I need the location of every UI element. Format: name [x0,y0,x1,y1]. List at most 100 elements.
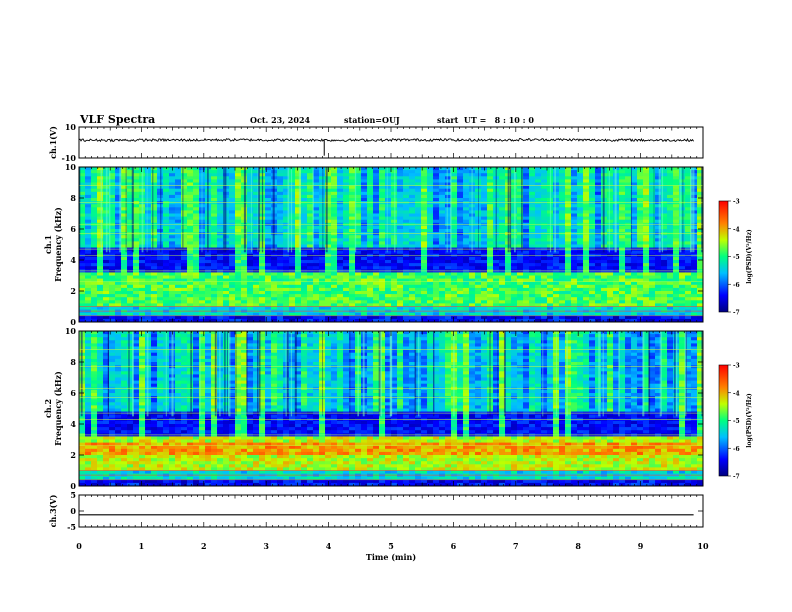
spectrogram-cell [79,291,86,295]
spectrogram-cell [301,244,308,248]
spectrogram-cell [691,303,698,307]
spectrogram-cell [469,260,476,264]
spectrogram-cell [133,173,140,177]
spectrogram-cell [661,238,668,242]
spectrogram-cell [535,194,542,199]
spectrogram-cell [553,219,560,224]
spectrogram-cell [313,263,320,267]
spectrogram-cell [595,291,602,295]
spectrogram-cell [529,263,536,267]
spectrogram-cell [361,185,368,190]
spectrogram-cell [127,278,134,283]
spectrogram-cell [283,194,290,199]
spectrogram-cell [589,263,596,267]
spectrogram-cell [241,297,248,301]
spectrogram-cell [217,241,224,245]
spectrogram-cell [595,219,602,224]
spectrogram-cell [481,260,488,264]
spectrogram-cell [421,291,428,295]
spectrogram-cell [601,291,608,295]
spectrogram-cell [565,225,572,230]
spectrogram-cell [571,266,578,270]
spectrogram-cell [409,266,416,270]
spectrogram-cell [127,312,134,317]
spectrogram-cell [619,182,626,186]
spectrogram-cell [139,250,146,255]
spectrogram-cell [559,229,566,233]
spectrogram-cell [505,281,512,286]
spectrogram-cell [349,275,356,279]
spectrogram-cell [229,235,236,239]
spectrogram-cell [145,263,152,267]
spectrogram-cell [421,210,428,214]
spectrogram-cell [211,210,218,214]
spectrogram-cell [265,306,272,310]
spectrogram-cell [523,229,530,233]
spectrogram-cell [571,278,578,283]
spectrogram-cell [319,278,326,283]
spectrogram-cell [529,297,536,301]
spectrogram-cell [145,300,152,304]
spectrogram-cell [655,219,662,224]
spectrogram-cell [265,185,272,190]
spectrogram-cell [697,284,704,289]
spectrogram-cell [625,191,632,196]
spectrogram-cell [397,244,404,248]
spectrogram-cell [415,278,422,283]
spectrogram-cell [541,225,548,230]
spectrogram-cell [217,173,224,177]
spectrogram-cell [235,207,242,211]
spectrogram-cell [361,213,368,217]
spectrogram-cell [625,266,632,270]
spectrogram-cell [571,297,578,301]
spectrogram-cell [85,303,92,307]
spectrogram-cell [571,167,578,171]
spectrogram-cell [481,303,488,307]
spectrogram-cell [355,182,362,186]
spectrogram-cell [403,291,410,295]
spectrogram-cell [625,306,632,310]
spectrogram-cell [193,210,200,214]
spectrogram-cell [307,238,314,242]
spectrogram-cell [517,225,524,230]
spectrogram-cell [337,167,344,171]
spectrogram-cell [397,306,404,310]
spectrogram-cell [307,256,314,261]
spectrogram-cell [229,198,236,202]
spectrogram-cell [277,272,284,276]
spectrogram-cell [643,182,650,186]
spectrogram-cell [613,287,620,292]
spectrogram-cell [649,182,656,186]
spectrogram-cell [85,176,92,180]
spectrogram-cell [109,194,116,199]
spectrogram-cell [307,185,314,190]
spectrogram-cell [241,260,248,264]
spectrogram-cell [541,297,548,301]
spectrogram-cell [481,173,488,177]
spectrogram-cell [127,287,134,292]
spectrogram-cell [205,263,212,267]
spectrogram-cell [217,244,224,248]
spectrogram-cell [649,275,656,279]
spectrogram-cell [367,213,374,217]
spectrogram-cell [295,219,302,224]
spectrogram-cell [685,275,692,279]
spectrogram-cell [433,219,440,224]
spectrogram-cell [673,204,680,208]
spectrogram-cell [253,198,260,202]
spectrogram-cell [541,176,548,180]
spectrogram-cell [475,281,482,286]
spectrogram-cell [415,272,422,276]
spectrogram-cell [343,210,350,214]
spectrogram-cell [349,179,356,183]
spectrogram-cell [595,272,602,276]
spectrogram-cell [193,198,200,202]
spectrogram-cell [493,266,500,270]
spectrogram-cell [661,287,668,292]
spectrogram-cell [571,173,578,177]
spectrogram-cell [319,297,326,301]
spectrogram-cell [475,260,482,264]
spectrogram-cell [283,284,290,289]
spectrogram-cell [523,210,530,214]
spectrogram-cell [685,303,692,307]
